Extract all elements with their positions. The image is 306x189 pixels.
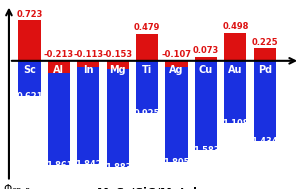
Text: -0.213: -0.213 [44,50,74,59]
Text: 1.434: 1.434 [252,137,278,146]
Text: -0.107: -0.107 [162,50,192,59]
Text: In: In [83,65,94,75]
Bar [18,20,40,61]
Text: $\Phi_{SB,N}$: $\Phi_{SB,N}$ [8,0,37,3]
Text: 1.583: 1.583 [193,146,219,155]
Text: 0.621: 0.621 [16,92,43,101]
Text: 1.883: 1.883 [105,163,131,172]
Bar [77,61,99,164]
Text: 0.925: 0.925 [134,109,160,118]
Bar [18,61,40,96]
Text: Cu: Cu [199,65,213,75]
Text: -0.113: -0.113 [73,50,103,59]
Text: Mg: Mg [110,65,126,75]
Text: -0.153: -0.153 [103,50,133,59]
Text: 0.225: 0.225 [252,37,278,46]
Text: Sc: Sc [23,65,36,75]
Text: 0.723: 0.723 [16,10,43,19]
Text: 0.498: 0.498 [222,22,248,31]
Bar [254,61,276,141]
Text: 1.108: 1.108 [222,119,248,128]
Bar [195,61,217,150]
Text: Au: Au [228,65,243,75]
Text: Al: Al [54,65,65,75]
Bar [107,61,129,167]
Text: 1.861: 1.861 [46,161,72,170]
Text: Ti: Ti [142,65,152,75]
Bar [48,61,70,73]
Text: $\Phi_{SB,P}$: $\Phi_{SB,P}$ [3,183,31,189]
Bar [224,61,246,123]
Bar [77,61,99,67]
Text: 1.842: 1.842 [75,160,102,169]
Bar [136,61,158,113]
Text: 0.073: 0.073 [193,46,219,55]
Text: 1.805: 1.805 [163,158,190,167]
Bar [166,61,188,162]
Text: Ag: Ag [169,65,184,75]
Text: Pd: Pd [258,65,272,75]
Bar [166,61,188,67]
Bar [195,57,217,61]
Bar [224,33,246,61]
Bar [136,34,158,61]
Bar [254,48,276,61]
Bar [107,61,129,69]
Bar [48,61,70,165]
Text: 0.479: 0.479 [134,23,160,32]
Text: MoS$_2$/SiC/Metal: MoS$_2$/SiC/Metal [96,185,198,189]
